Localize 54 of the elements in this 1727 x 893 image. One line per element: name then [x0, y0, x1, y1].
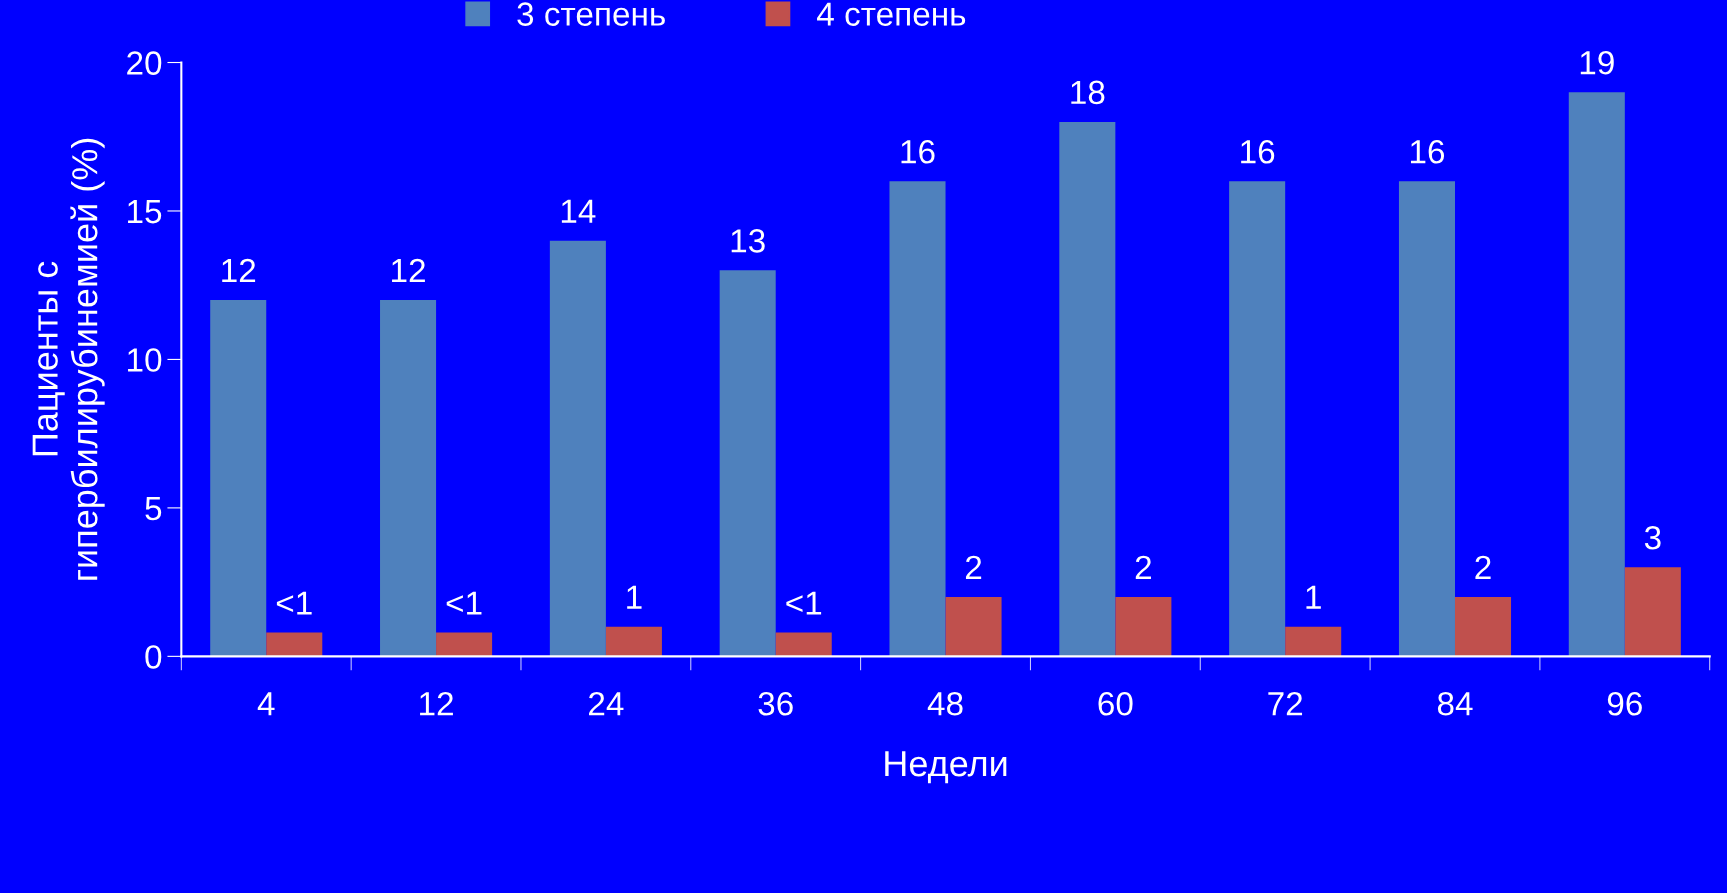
x-axis-title: Недели: [885, 751, 1007, 784]
bar: [436, 632, 493, 657]
data-label: 3: [1644, 525, 1661, 550]
data-label: 13: [731, 229, 765, 253]
data-label: 16: [1241, 139, 1275, 164]
x-tick-label: 24: [589, 691, 624, 716]
bar: [889, 181, 946, 657]
y-tick-label: 20: [127, 51, 162, 75]
data-label: 12: [222, 258, 256, 283]
bar: [1398, 181, 1455, 657]
data-label: <1: [446, 591, 482, 615]
bar: [1059, 121, 1116, 657]
bar: [210, 300, 267, 657]
bar: [1285, 626, 1342, 657]
data-label: 19: [1580, 50, 1614, 75]
legend-label: 4 степень: [817, 2, 966, 26]
bar: [549, 240, 606, 657]
data-label: 1: [627, 585, 642, 609]
data-label: 16: [1410, 139, 1445, 164]
y-tick-label: 0: [145, 645, 162, 669]
y-axis-title: Пациенты с гипербилирубинемией (%): [32, 138, 105, 580]
y-tick-label: 5: [145, 497, 162, 521]
data-label: <1: [786, 591, 822, 615]
bar: [1624, 567, 1681, 657]
x-tick-label: 72: [1268, 691, 1303, 716]
data-label: 1: [1306, 585, 1321, 609]
x-tick-label: 60: [1098, 691, 1133, 716]
data-label: 2: [1135, 555, 1151, 579]
legend-label: 3 степень: [517, 2, 665, 26]
x-tick-label: 4: [257, 692, 275, 716]
x-tick-label: 48: [927, 691, 963, 716]
x-tick-label: 36: [758, 691, 793, 716]
data-label: <1: [276, 591, 312, 615]
data-label: 14: [561, 199, 596, 223]
data-label: 2: [965, 555, 982, 579]
data-label: 2: [1475, 555, 1491, 579]
bar: [1568, 92, 1625, 657]
y-tick-label: 15: [128, 200, 162, 224]
bar: [945, 596, 1002, 657]
x-tick-label: 12: [420, 691, 453, 716]
data-label: 16: [901, 139, 935, 164]
x-tick-label: 96: [1607, 691, 1642, 716]
bar: [1455, 596, 1512, 657]
bar: [775, 632, 832, 657]
y-tick-label: 10: [128, 348, 162, 372]
data-label: 18: [1071, 80, 1105, 105]
bar: [1229, 181, 1286, 657]
x-tick-label: 84: [1437, 691, 1473, 716]
bar: [605, 626, 662, 657]
bar: [266, 632, 323, 657]
bar: [380, 300, 437, 657]
bar: [1115, 596, 1172, 657]
data-label: 12: [392, 258, 425, 283]
bar: [719, 270, 776, 657]
